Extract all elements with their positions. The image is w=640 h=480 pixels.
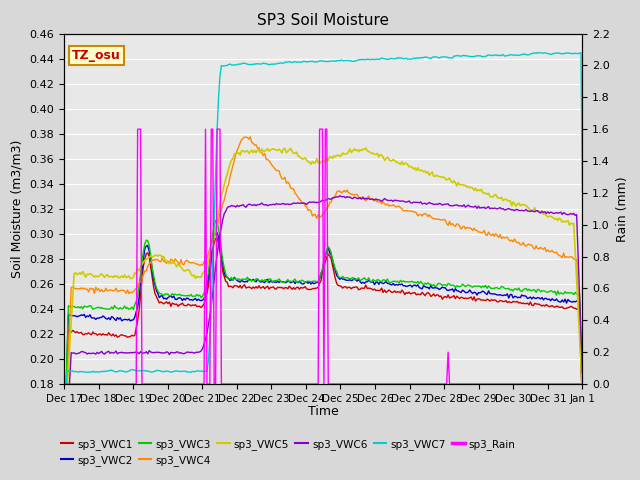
Y-axis label: Soil Moisture (m3/m3): Soil Moisture (m3/m3)	[11, 140, 24, 278]
Y-axis label: Rain (mm): Rain (mm)	[616, 176, 628, 241]
X-axis label: Time: Time	[308, 405, 339, 418]
Title: SP3 Soil Moisture: SP3 Soil Moisture	[257, 13, 389, 28]
Text: TZ_osu: TZ_osu	[72, 49, 120, 62]
Legend: sp3_VWC1, sp3_VWC2, sp3_VWC3, sp3_VWC4, sp3_VWC5, sp3_VWC6, sp3_VWC7, sp3_Rain: sp3_VWC1, sp3_VWC2, sp3_VWC3, sp3_VWC4, …	[56, 434, 520, 470]
